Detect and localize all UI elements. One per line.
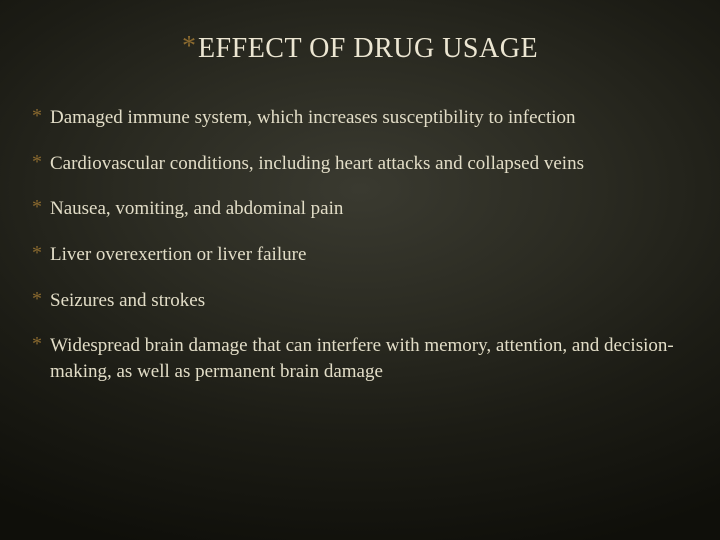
list-item: Seizures and strokes xyxy=(32,288,688,314)
bullet-text: Damaged immune system, which increases s… xyxy=(50,107,576,128)
list-item: Damaged immune system, which increases s… xyxy=(32,105,688,131)
slide-title: EFFECT OF DRUG USAGE xyxy=(198,33,538,64)
list-item: Liver overexertion or liver failure xyxy=(32,242,688,268)
bullet-text: Liver overexertion or liver failure xyxy=(50,244,306,265)
list-item: Nausea, vomiting, and abdominal pain xyxy=(32,196,688,222)
bullet-text: Seizures and strokes xyxy=(50,290,205,311)
list-item: Cardiovascular conditions, including hea… xyxy=(32,151,688,177)
list-item: Widespread brain damage that can interfe… xyxy=(32,333,688,384)
bullet-list: Damaged immune system, which increases s… xyxy=(32,105,688,384)
slide-title-row: *EFFECT OF DRUG USAGE xyxy=(32,33,688,65)
bullet-text: Nausea, vomiting, and abdominal pain xyxy=(50,198,343,219)
title-asterisk-icon: * xyxy=(182,31,196,62)
slide-container: *EFFECT OF DRUG USAGE Damaged immune sys… xyxy=(0,0,720,540)
bullet-text: Widespread brain damage that can interfe… xyxy=(50,335,674,382)
bullet-text: Cardiovascular conditions, including hea… xyxy=(50,153,584,174)
